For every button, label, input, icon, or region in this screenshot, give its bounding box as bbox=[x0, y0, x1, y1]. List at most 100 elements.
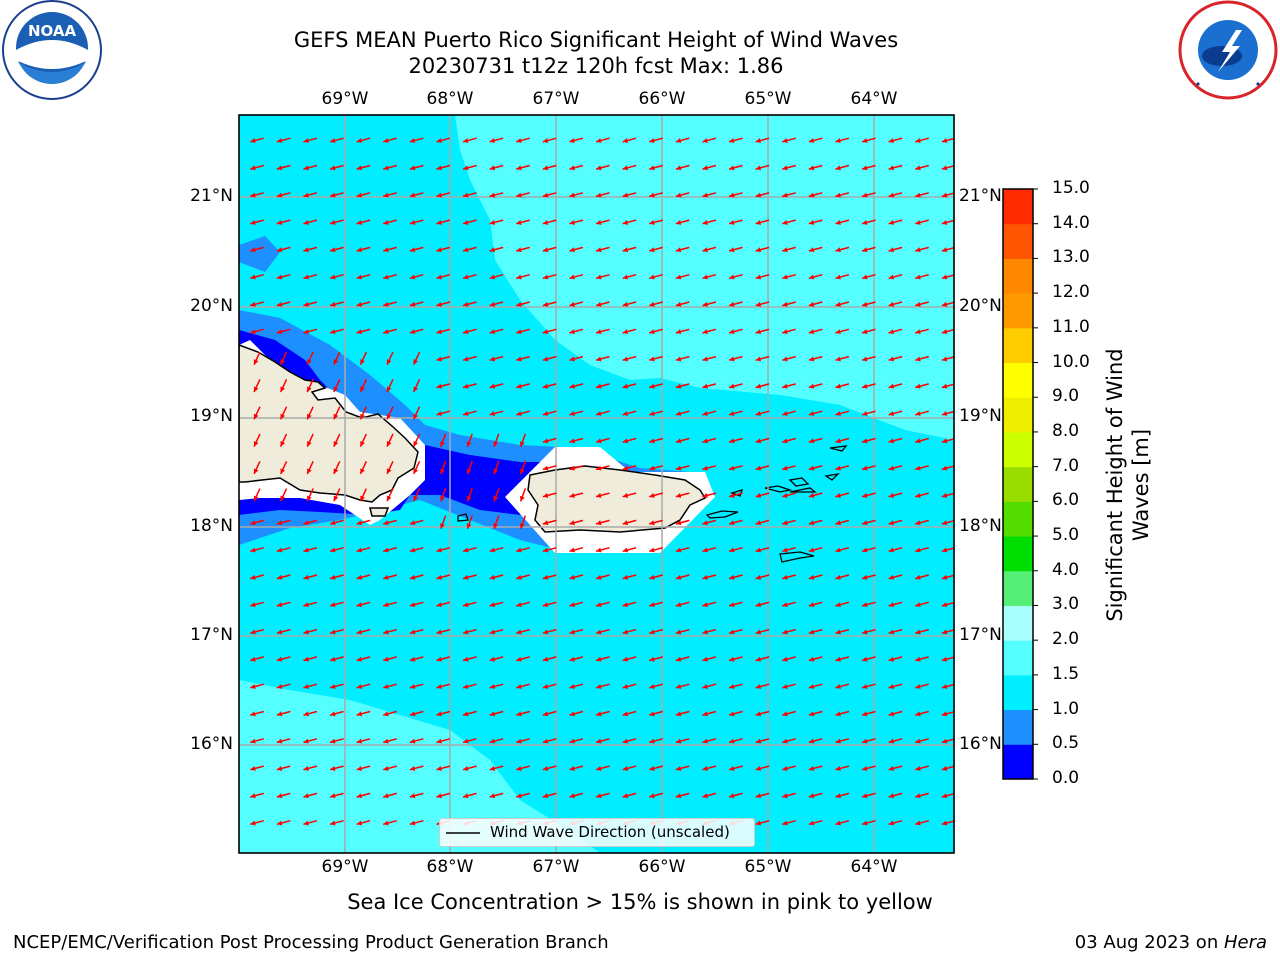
wave-direction-arrow bbox=[306, 351, 314, 366]
wave-direction-arrow bbox=[489, 710, 504, 717]
wave-direction-arrow bbox=[861, 192, 876, 198]
wave-direction-arrow bbox=[702, 164, 717, 171]
wave-direction-arrow bbox=[622, 492, 637, 498]
wave-direction-arrow bbox=[409, 301, 424, 307]
wave-direction-arrow bbox=[329, 628, 344, 635]
wave-direction-arrow bbox=[279, 379, 288, 393]
lat-label-left: 19°N bbox=[190, 406, 233, 426]
wave-direction-arrow bbox=[888, 355, 903, 362]
lon-label-bottom: 64°W bbox=[850, 857, 898, 877]
wave-direction-arrow bbox=[808, 492, 823, 498]
wave-direction-arrow bbox=[383, 519, 397, 526]
wave-direction-arrow bbox=[649, 465, 663, 471]
wave-direction-arrow bbox=[649, 410, 663, 416]
wave-direction-arrow bbox=[569, 546, 584, 553]
wave-direction-arrow bbox=[595, 192, 610, 198]
wave-direction-arrow bbox=[808, 465, 823, 471]
wave-direction-arrow bbox=[489, 410, 504, 416]
wave-direction-arrow bbox=[782, 437, 796, 444]
legend: Wind Wave Direction (unscaled) bbox=[439, 818, 755, 847]
wave-direction-arrow bbox=[835, 656, 850, 662]
wave-direction-arrow bbox=[329, 219, 344, 225]
wave-direction-arrow bbox=[728, 301, 743, 307]
wave-direction-arrow bbox=[489, 656, 504, 662]
wave-direction-arrow bbox=[595, 465, 610, 471]
wave-direction-arrow bbox=[356, 164, 371, 171]
wave-direction-arrow bbox=[782, 819, 796, 826]
wave-direction-arrow bbox=[542, 546, 557, 553]
lat-label-left: 18°N bbox=[190, 516, 233, 536]
wave-direction-arrow bbox=[359, 433, 368, 447]
wave-direction-arrow bbox=[333, 351, 341, 366]
wave-direction-arrow bbox=[702, 546, 717, 553]
wave-direction-arrow bbox=[835, 574, 850, 580]
wave-direction-arrow bbox=[356, 301, 371, 307]
wave-direction-arrow bbox=[519, 460, 527, 475]
wave-direction-arrow bbox=[356, 219, 371, 225]
wave-direction-arrow bbox=[675, 273, 690, 280]
wave-direction-arrow bbox=[279, 433, 288, 447]
colorbar-segment bbox=[1003, 293, 1033, 329]
wave-direction-arrow bbox=[915, 355, 929, 362]
wave-direction-arrow bbox=[782, 246, 796, 253]
wave-direction-arrow bbox=[412, 433, 421, 447]
wave-direction-arrow bbox=[329, 246, 344, 253]
wave-direction-arrow bbox=[649, 683, 663, 689]
wave-direction-arrow bbox=[622, 601, 637, 608]
wave-direction-arrow bbox=[383, 137, 397, 143]
wave-direction-arrow bbox=[516, 410, 530, 416]
wave-direction-arrow bbox=[516, 219, 530, 225]
footer-left: NCEP/EMC/Verification Post Processing Pr… bbox=[13, 932, 609, 953]
wave-direction-arrow bbox=[462, 164, 477, 171]
wave-direction-arrow bbox=[595, 765, 610, 771]
wave-direction-arrow bbox=[250, 574, 264, 580]
wave-direction-arrow bbox=[649, 656, 663, 662]
wave-direction-arrow bbox=[702, 601, 717, 608]
wave-direction-arrow bbox=[835, 519, 850, 526]
wave-direction-arrow bbox=[356, 738, 371, 744]
wave-direction-arrow bbox=[436, 328, 451, 335]
wave-direction-arrow bbox=[409, 246, 424, 253]
wave-direction-arrow bbox=[808, 792, 823, 799]
wave-direction-arrow bbox=[755, 273, 770, 280]
wave-direction-arrow bbox=[755, 519, 770, 526]
wave-direction-arrow bbox=[808, 601, 823, 608]
wave-direction-arrow bbox=[409, 738, 424, 744]
wave-direction-arrow bbox=[941, 383, 954, 389]
wave-direction-arrow bbox=[835, 410, 850, 416]
wave-direction-arrow bbox=[622, 219, 637, 225]
wave-direction-arrow bbox=[306, 460, 314, 475]
wave-direction-arrow bbox=[303, 628, 318, 635]
wave-direction-arrow bbox=[915, 492, 929, 498]
wave-direction-arrow bbox=[861, 355, 876, 362]
wave-direction-arrow bbox=[250, 546, 264, 553]
wave-direction-arrow bbox=[542, 137, 557, 143]
wave-direction-arrow bbox=[569, 246, 584, 253]
lon-label-top: 69°W bbox=[321, 89, 369, 109]
wave-direction-arrow bbox=[808, 301, 823, 307]
wave-direction-arrow bbox=[595, 219, 610, 225]
wave-direction-arrow bbox=[306, 488, 314, 502]
map-title: GEFS MEAN Puerto Rico Significant Height… bbox=[293, 28, 899, 52]
wave-direction-arrow bbox=[516, 328, 530, 335]
wave-direction-arrow bbox=[808, 383, 823, 389]
wave-direction-arrow bbox=[250, 273, 264, 280]
wave-direction-arrow bbox=[276, 765, 291, 771]
wave-direction-arrow bbox=[462, 710, 477, 717]
wave-direction-arrow bbox=[915, 437, 929, 444]
wave-direction-arrow bbox=[728, 683, 743, 689]
wave-direction-arrow bbox=[728, 492, 743, 498]
wave-direction-arrow bbox=[941, 792, 954, 799]
wave-direction-arrow bbox=[915, 164, 929, 171]
wave-direction-arrow bbox=[542, 301, 557, 307]
wave-direction-arrow bbox=[519, 433, 527, 448]
wave-direction-arrow bbox=[462, 601, 477, 608]
wave-direction-arrow bbox=[412, 406, 421, 420]
wave-direction-arrow bbox=[383, 710, 397, 717]
wave-direction-arrow bbox=[409, 765, 424, 771]
wave-direction-arrow bbox=[276, 164, 291, 171]
lon-label-bottom: 69°W bbox=[321, 857, 369, 877]
wave-direction-arrow bbox=[253, 379, 261, 393]
wave-direction-arrow bbox=[702, 465, 717, 471]
wave-direction-arrow bbox=[675, 301, 690, 307]
